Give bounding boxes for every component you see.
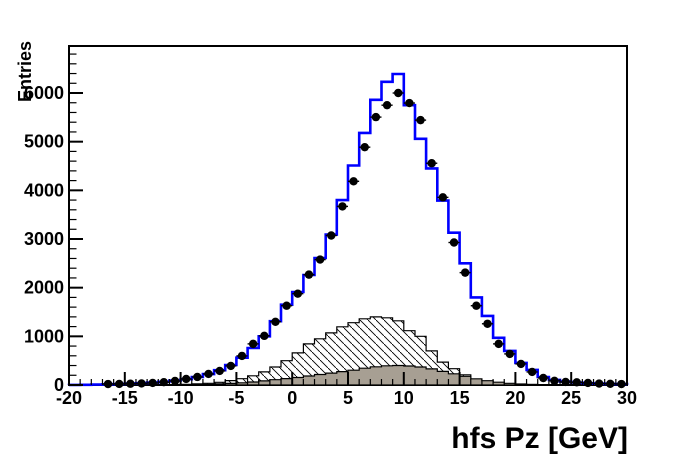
y-tick-label: 1000 [24, 326, 64, 346]
x-tick-label: 5 [343, 388, 353, 408]
x-tick-label: 25 [561, 388, 581, 408]
data-point-marker [226, 361, 236, 371]
data-point-marker [360, 142, 369, 152]
data-point-marker [494, 339, 503, 349]
data-point-marker [438, 193, 448, 202]
data-point-marker [181, 374, 191, 384]
data-point-marker [606, 379, 615, 388]
x-tick-label: 20 [505, 388, 525, 408]
x-tick-label: 15 [450, 388, 470, 408]
data-point-marker [271, 317, 280, 326]
y-tick-label: 4000 [24, 180, 64, 200]
data-point-marker [137, 379, 146, 388]
x-tick-label: -20 [56, 388, 82, 408]
data-point-marker [327, 231, 336, 240]
data-point-marker [260, 331, 269, 341]
data-point-marker [539, 373, 548, 383]
x-tick-label: 10 [394, 388, 414, 408]
x-tick-label: -10 [168, 388, 194, 408]
y-axis-title: Entries [15, 41, 35, 102]
data-point-marker [315, 255, 325, 264]
y-tick-label: 6000 [24, 83, 64, 103]
data-point-marker [349, 177, 358, 186]
data-point-marker [338, 202, 347, 211]
data-point-marker [170, 376, 180, 386]
data-point-marker [527, 367, 537, 377]
data-point-marker [382, 100, 392, 110]
data-point-marker [215, 366, 224, 376]
y-tick-label: 5000 [24, 132, 64, 152]
data-point-marker [505, 349, 515, 359]
data-point-marker [583, 378, 593, 388]
data-point-marker [416, 115, 425, 125]
data-point-marker [572, 378, 581, 387]
data-point-marker [193, 372, 202, 382]
data-point-marker [237, 351, 247, 361]
data-point-marker [483, 319, 492, 328]
series-data-points [102, 88, 627, 389]
data-point-marker [394, 88, 403, 98]
data-point-marker [449, 238, 459, 247]
data-point-marker [371, 112, 381, 122]
y-tick-label: 0 [54, 375, 64, 395]
data-point-marker [282, 301, 291, 310]
data-point-marker [550, 376, 559, 386]
data-point-marker [148, 378, 157, 388]
data-point-marker [103, 379, 113, 389]
data-point-marker [115, 379, 124, 389]
data-point-marker [561, 377, 570, 387]
data-point-marker [460, 268, 470, 277]
data-point-marker [594, 379, 604, 388]
x-tick-label: -15 [112, 388, 138, 408]
x-tick-label: 30 [617, 388, 637, 408]
x-axis-title: hfs Pz [GeV] [451, 422, 628, 455]
x-tick-label: -5 [228, 388, 244, 408]
data-point-marker [248, 339, 258, 349]
data-point-marker [427, 159, 436, 168]
data-point-marker [405, 98, 414, 108]
y-tick-label: 3000 [24, 229, 64, 249]
data-point-marker [204, 369, 213, 379]
data-point-marker [304, 270, 314, 279]
axis-tick-labels: -20 -15 -10 -5 0 5 10 15 20 25 30 0 1000 2000 3000 4000… [24, 83, 637, 408]
data-point-marker [617, 379, 626, 389]
data-point-marker [293, 289, 302, 298]
x-tick-label: 0 [287, 388, 297, 408]
data-point-marker [472, 301, 481, 310]
data-point-marker [126, 379, 135, 388]
y-tick-label: 2000 [24, 278, 64, 298]
data-point-marker [516, 359, 526, 369]
data-point-marker [159, 377, 169, 387]
axis-ticks [68, 53, 628, 386]
